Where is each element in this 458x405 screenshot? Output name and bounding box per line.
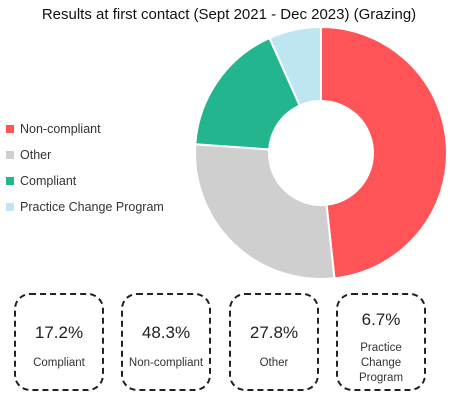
legend-swatch-compliant [6, 177, 14, 185]
donut-chart [194, 25, 448, 280]
legend-label-other: Other [20, 148, 52, 162]
legend-item-other[interactable]: Other [6, 142, 164, 168]
stat-value-compliant: 17.2% [34, 323, 84, 342]
stat-card-compliant: 17.2% Compliant [14, 293, 104, 391]
donut-slice-non-compliant[interactable] [320, 25, 448, 280]
legend-swatch-non-compliant [6, 125, 14, 133]
stat-label-non-compliant: Non-compliant [128, 357, 204, 369]
stat-label-practice-change-program: Practice Change Program [338, 341, 424, 386]
stat-value-non-compliant: 48.3% [141, 323, 191, 342]
legend-label-non-compliant: Non-compliant [20, 122, 101, 136]
chart-title: Results at first contact (Sept 2021 - De… [41, 6, 417, 23]
chart-legend: Non-compliant Other Compliant Practice C… [6, 116, 164, 220]
stat-label-other: Other [259, 357, 289, 369]
donut-slice-compliant[interactable] [194, 36, 302, 151]
donut-slice-practice-change-program[interactable] [268, 25, 322, 107]
stat-card-practice-change-program: 6.7% Practice Change Program [336, 293, 426, 391]
legend-item-compliant[interactable]: Compliant [6, 168, 164, 194]
stat-value-practice-change-program: 6.7% [361, 310, 401, 329]
legend-label-practice-change-program: Practice Change Program [20, 200, 164, 214]
legend-item-non-compliant[interactable]: Non-compliant [6, 116, 164, 142]
legend-item-practice-change-program[interactable]: Practice Change Program [6, 194, 164, 220]
legend-swatch-practice-change-program [6, 203, 14, 211]
stat-card-non-compliant: 48.3% Non-compliant [121, 293, 211, 391]
stat-label-line: Practice [360, 342, 402, 354]
stat-label-line: Program [358, 372, 404, 384]
stat-label-line: Change [360, 357, 402, 369]
stat-label-compliant: Compliant [33, 357, 85, 369]
stat-card-other: 27.8% Other [229, 293, 319, 391]
legend-swatch-other [6, 151, 14, 159]
donut-slice-other[interactable] [194, 143, 336, 280]
legend-label-compliant: Compliant [20, 174, 77, 188]
stat-value-other: 27.8% [249, 323, 299, 342]
